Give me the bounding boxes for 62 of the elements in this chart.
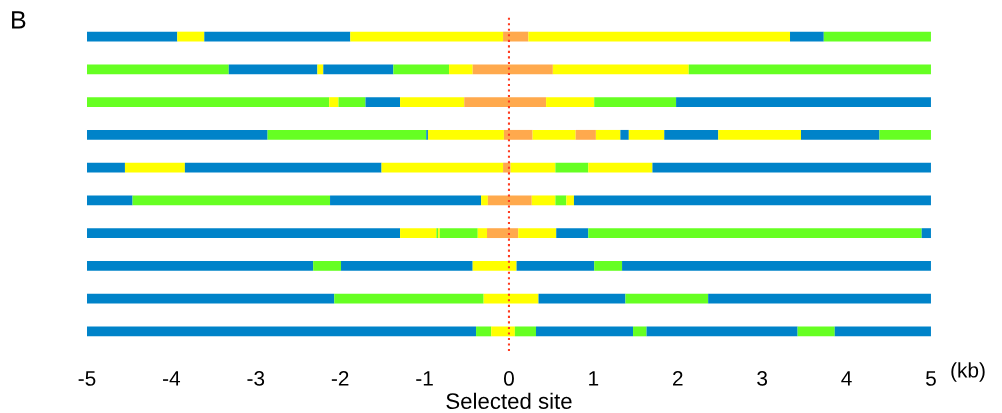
bar [518,228,557,239]
x-tick-label: 5 [926,371,936,386]
bar [330,195,482,206]
bar [503,129,533,140]
x-tick-label: -4 [163,371,181,386]
bar [334,293,484,304]
x-axis-title: Selected site [446,392,572,410]
bar [573,195,931,206]
bar [184,162,382,173]
bar [86,326,477,337]
x-tick-label: -2 [331,371,349,386]
bar [477,228,488,239]
bar [427,129,504,140]
bar [86,31,178,42]
bar [350,31,504,42]
bar [566,195,574,206]
bar [472,260,517,271]
bar [476,326,492,337]
bar [341,260,473,271]
bar [86,195,133,206]
bar [503,162,511,173]
bar [531,195,556,206]
bar [313,260,342,271]
bar [676,97,931,108]
bar [834,326,931,337]
bar [86,129,268,140]
bar [487,195,532,206]
bar [595,129,621,140]
bar [556,228,589,239]
bar [381,162,504,173]
x-tick-label: 4 [841,371,852,386]
x-tick-label: 0 [503,371,514,386]
bar [879,129,931,140]
bar [86,228,401,239]
bar [267,129,427,140]
bar [532,129,576,140]
x-tick-label: 3 [757,371,768,386]
x-tick-label: -3 [247,371,265,386]
x-tick-label: -1 [416,371,433,386]
bar [86,162,125,173]
bar [664,129,719,140]
text: (kb) [951,362,985,382]
bar [204,31,351,42]
bar [921,228,931,239]
bar [86,260,314,271]
bar [510,162,556,173]
bar [800,129,880,140]
bar [449,64,473,75]
bar [528,31,791,42]
bar [481,195,488,206]
chart-title: B [12,11,26,29]
bar [652,162,931,173]
bar [552,64,689,75]
bar [718,129,801,140]
bar [588,162,653,173]
x-tick-label: 1 [589,371,599,386]
x-tick-label: -5 [78,371,96,386]
bar [132,195,331,206]
bar [503,31,529,42]
bar [86,293,335,304]
bar [620,129,629,140]
x-tick-label: 2 [673,371,683,386]
